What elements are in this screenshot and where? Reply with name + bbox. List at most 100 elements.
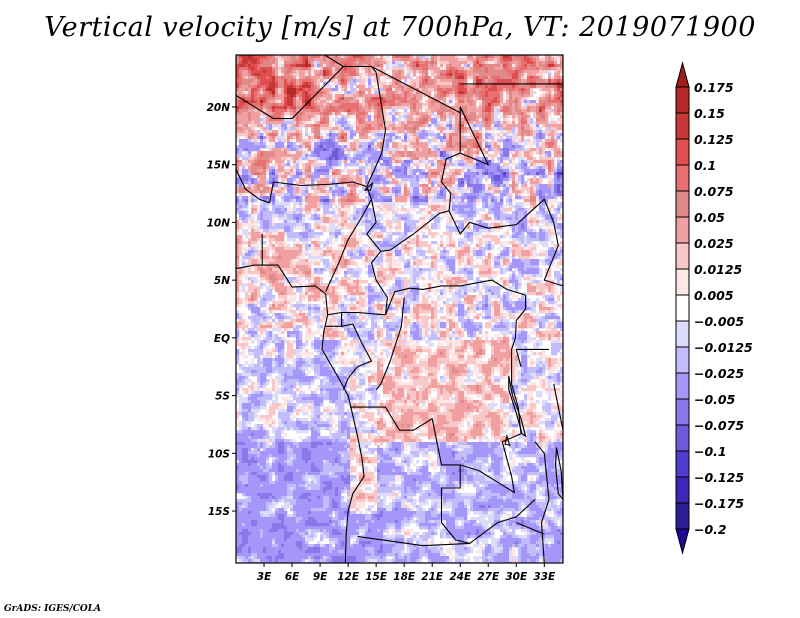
field-cell — [278, 55, 282, 59]
field-cell — [476, 91, 480, 95]
field-cell — [491, 112, 495, 116]
field-cell — [356, 121, 360, 125]
field-cell — [299, 160, 303, 164]
field-cell — [323, 148, 327, 152]
field-cell — [311, 193, 315, 197]
field-cell — [362, 160, 366, 164]
field-cell — [353, 175, 357, 179]
field-cell — [473, 109, 477, 113]
field-cell — [554, 187, 558, 191]
field-cell — [458, 61, 462, 65]
field-cell — [392, 103, 396, 107]
field-cell — [440, 112, 444, 116]
field-cell — [527, 64, 531, 68]
field-cell — [518, 64, 522, 68]
field-cell — [281, 112, 285, 116]
field-cell — [344, 166, 348, 170]
field-cell — [512, 121, 516, 125]
field-cell — [359, 106, 363, 110]
field-cell — [560, 79, 563, 83]
field-cell — [290, 154, 294, 158]
field-cell — [470, 181, 474, 185]
field-cell — [317, 94, 321, 98]
field-cell — [416, 187, 420, 191]
field-cell — [485, 142, 489, 146]
field-cell — [311, 178, 315, 182]
field-cell — [245, 187, 249, 191]
field-cell — [395, 163, 399, 167]
field-cell — [410, 103, 414, 107]
field-cell — [500, 199, 504, 203]
field-cell — [374, 97, 378, 101]
field-cell — [266, 190, 270, 194]
field-cell — [443, 178, 447, 182]
field-cell — [527, 100, 531, 104]
field-cell — [323, 184, 327, 188]
field-cell — [488, 199, 492, 203]
field-cell — [290, 109, 294, 113]
field-cell — [263, 187, 267, 191]
field-cell — [236, 76, 240, 80]
field-cell — [518, 154, 522, 158]
field-cell — [455, 106, 459, 110]
field-cell — [257, 115, 261, 119]
field-cell — [509, 190, 513, 194]
field-cell — [452, 145, 456, 149]
field-cell — [518, 166, 522, 170]
field-cell — [245, 196, 249, 200]
field-cell — [530, 184, 534, 188]
field-cell — [437, 130, 441, 134]
field-cell — [413, 115, 417, 119]
field-cell — [329, 202, 333, 206]
field-cell — [248, 88, 252, 92]
field-cell — [404, 163, 408, 167]
field-cell — [416, 154, 420, 158]
field-cell — [275, 151, 279, 155]
field-cell — [323, 199, 327, 203]
field-cell — [251, 148, 255, 152]
field-cell — [308, 178, 312, 182]
field-cell — [494, 118, 498, 122]
field-cell — [482, 124, 486, 128]
field-cell — [542, 157, 546, 161]
field-cell — [368, 145, 372, 149]
field-cell — [410, 178, 414, 182]
field-cell — [560, 196, 563, 200]
field-cell — [413, 61, 417, 65]
field-cell — [521, 190, 525, 194]
field-cell — [416, 184, 420, 188]
field-cell — [533, 193, 537, 197]
field-cell — [509, 196, 513, 200]
field-cell — [443, 97, 447, 101]
field-cell — [437, 103, 441, 107]
field-cell — [347, 157, 351, 161]
field-cell — [383, 151, 387, 155]
field-cell — [506, 58, 510, 62]
field-cell — [353, 70, 357, 74]
field-cell — [278, 70, 282, 74]
field-cell — [344, 187, 348, 191]
field-cell — [500, 55, 504, 59]
field-cell — [518, 73, 522, 77]
field-cell — [476, 85, 480, 89]
field-cell — [500, 163, 504, 167]
field-cell — [344, 64, 348, 68]
field-cell — [428, 169, 432, 173]
field-cell — [293, 163, 297, 167]
field-cell — [287, 76, 291, 80]
field-cell — [545, 175, 549, 179]
field-cell — [560, 55, 563, 59]
field-cell — [503, 175, 507, 179]
field-cell — [308, 118, 312, 122]
field-cell — [416, 178, 420, 182]
field-cell — [470, 157, 474, 161]
field-cell — [530, 139, 534, 143]
field-cell — [389, 124, 393, 128]
field-cell — [251, 85, 255, 89]
field-cell — [275, 178, 279, 182]
field-cell — [431, 88, 435, 92]
field-cell — [539, 136, 543, 140]
field-cell — [371, 79, 375, 83]
field-cell — [272, 169, 276, 173]
field-cell — [359, 67, 363, 71]
